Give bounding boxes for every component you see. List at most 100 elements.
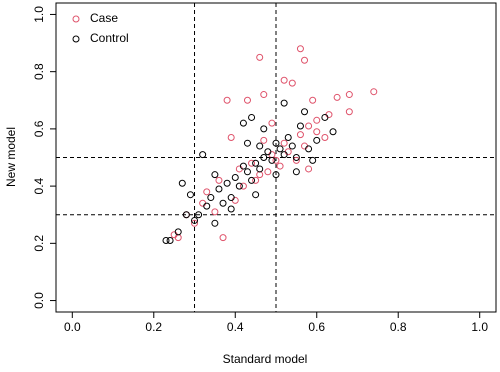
point bbox=[280, 151, 288, 159]
point bbox=[248, 176, 256, 184]
point bbox=[256, 142, 264, 150]
y-tick-label: 0.0 bbox=[32, 292, 46, 309]
point bbox=[305, 145, 313, 153]
point bbox=[231, 174, 239, 182]
point bbox=[309, 96, 317, 104]
point bbox=[243, 168, 251, 176]
point bbox=[268, 156, 276, 164]
point bbox=[260, 154, 268, 161]
point bbox=[203, 188, 211, 196]
point bbox=[313, 116, 321, 124]
point bbox=[264, 168, 272, 176]
point bbox=[243, 139, 251, 147]
point bbox=[272, 156, 280, 164]
y-axis-label: New model bbox=[4, 127, 18, 187]
y-tick-label: 0.2 bbox=[32, 235, 46, 252]
x-axis-label: Standard model bbox=[223, 352, 308, 366]
point bbox=[211, 208, 219, 216]
point bbox=[252, 159, 260, 167]
y-tick-label: 1.0 bbox=[32, 6, 46, 23]
y-tick-label: 0.4 bbox=[32, 177, 46, 194]
point bbox=[345, 91, 353, 99]
y-tick-label: 0.6 bbox=[32, 120, 46, 137]
point bbox=[305, 165, 313, 173]
point bbox=[284, 133, 292, 141]
x-tick-label: 0.4 bbox=[227, 320, 244, 334]
point bbox=[280, 99, 288, 107]
point bbox=[276, 145, 284, 153]
point bbox=[309, 156, 317, 164]
point bbox=[235, 182, 243, 190]
point bbox=[288, 79, 296, 87]
x-tick-label: 0.0 bbox=[64, 320, 81, 334]
point bbox=[223, 179, 231, 187]
x-tick-label: 0.6 bbox=[308, 320, 325, 334]
point bbox=[215, 185, 223, 193]
point bbox=[292, 168, 300, 176]
point bbox=[256, 165, 264, 173]
point bbox=[203, 202, 211, 210]
point bbox=[219, 234, 227, 242]
point bbox=[199, 151, 207, 159]
point bbox=[268, 119, 276, 127]
point bbox=[252, 176, 260, 184]
point bbox=[288, 142, 296, 150]
point bbox=[321, 113, 329, 121]
point bbox=[252, 191, 260, 199]
point bbox=[215, 176, 223, 184]
point bbox=[272, 171, 280, 179]
point bbox=[276, 162, 284, 170]
x-tick-label: 0.8 bbox=[390, 320, 407, 334]
point bbox=[248, 113, 256, 121]
point bbox=[219, 199, 227, 207]
point bbox=[301, 56, 309, 64]
point bbox=[239, 119, 247, 127]
legend-marker bbox=[72, 35, 80, 43]
point bbox=[178, 179, 186, 187]
point bbox=[166, 236, 174, 244]
point bbox=[313, 136, 321, 144]
point bbox=[321, 133, 329, 141]
point bbox=[313, 128, 321, 136]
point bbox=[186, 191, 194, 199]
point bbox=[182, 211, 190, 219]
point bbox=[370, 88, 378, 96]
point bbox=[227, 205, 235, 213]
legend-label: Case bbox=[90, 11, 118, 25]
point bbox=[301, 108, 309, 116]
legend-label: Control bbox=[90, 31, 129, 45]
point bbox=[223, 96, 231, 104]
point bbox=[329, 128, 337, 136]
point bbox=[272, 139, 280, 147]
point bbox=[227, 194, 235, 202]
x-tick-label: 0.2 bbox=[145, 320, 162, 334]
point bbox=[280, 139, 288, 147]
point bbox=[239, 182, 247, 190]
point bbox=[207, 194, 215, 202]
point bbox=[248, 159, 256, 167]
point bbox=[260, 91, 268, 99]
point bbox=[345, 108, 353, 116]
point bbox=[305, 122, 313, 130]
point bbox=[195, 211, 203, 219]
point bbox=[292, 154, 300, 161]
x-tick-label: 1.0 bbox=[471, 320, 488, 334]
legend-marker bbox=[72, 15, 80, 23]
point bbox=[191, 216, 199, 224]
point bbox=[162, 236, 170, 244]
point bbox=[211, 219, 219, 227]
point bbox=[243, 96, 251, 104]
point bbox=[292, 156, 300, 164]
point bbox=[264, 148, 272, 156]
point bbox=[174, 228, 182, 236]
point bbox=[227, 133, 235, 141]
point bbox=[296, 122, 304, 130]
point bbox=[296, 45, 304, 53]
point bbox=[333, 93, 341, 101]
y-tick-label: 0.8 bbox=[32, 63, 46, 80]
point bbox=[191, 219, 199, 227]
point bbox=[239, 162, 247, 170]
point bbox=[256, 171, 264, 179]
point bbox=[211, 171, 219, 179]
